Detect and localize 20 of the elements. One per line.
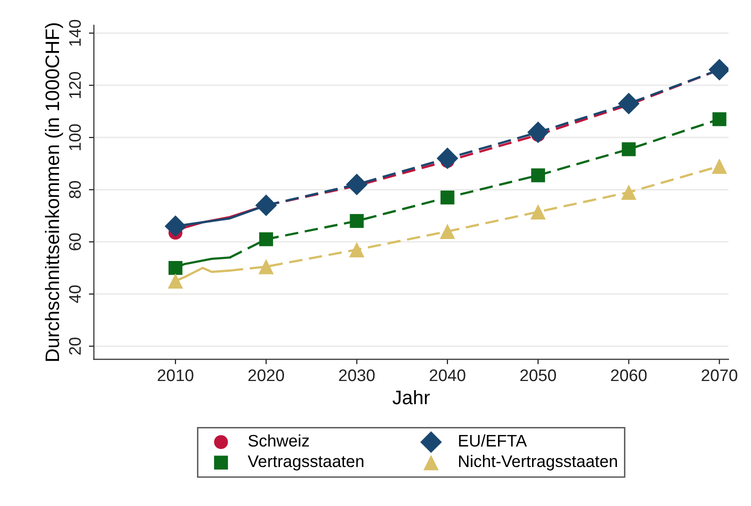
y-tick-label: 20 xyxy=(69,338,81,355)
y-tick-label: 140 xyxy=(69,20,81,46)
x-tick-label: 2020 xyxy=(248,369,284,382)
x-tick-label: 2010 xyxy=(158,369,194,382)
legend-label: Schweiz xyxy=(248,434,309,447)
x-tick-label: 2070 xyxy=(702,369,738,382)
y-tick-label: 100 xyxy=(69,124,81,150)
y-tick-label: 80 xyxy=(69,181,81,198)
y-tick-label: 60 xyxy=(69,233,81,250)
legend-label: Vertragsstaaten xyxy=(248,456,364,470)
y-tick-label: 120 xyxy=(69,72,81,98)
legend-label: EU/EFTA xyxy=(459,434,527,447)
x-tick-label: 2060 xyxy=(611,369,647,382)
legend-label: Nicht-Vertragsstaaten xyxy=(459,454,617,470)
x-tick-label: 2050 xyxy=(520,369,556,382)
y-axis-title: Durchschnittseinkommen (in 1000CHF) xyxy=(44,23,64,361)
x-tick-label: 2040 xyxy=(430,369,466,382)
x-tick-label: 2030 xyxy=(339,369,375,382)
y-tick-label: 40 xyxy=(69,285,81,303)
x-axis-title: Jahr xyxy=(392,390,430,404)
